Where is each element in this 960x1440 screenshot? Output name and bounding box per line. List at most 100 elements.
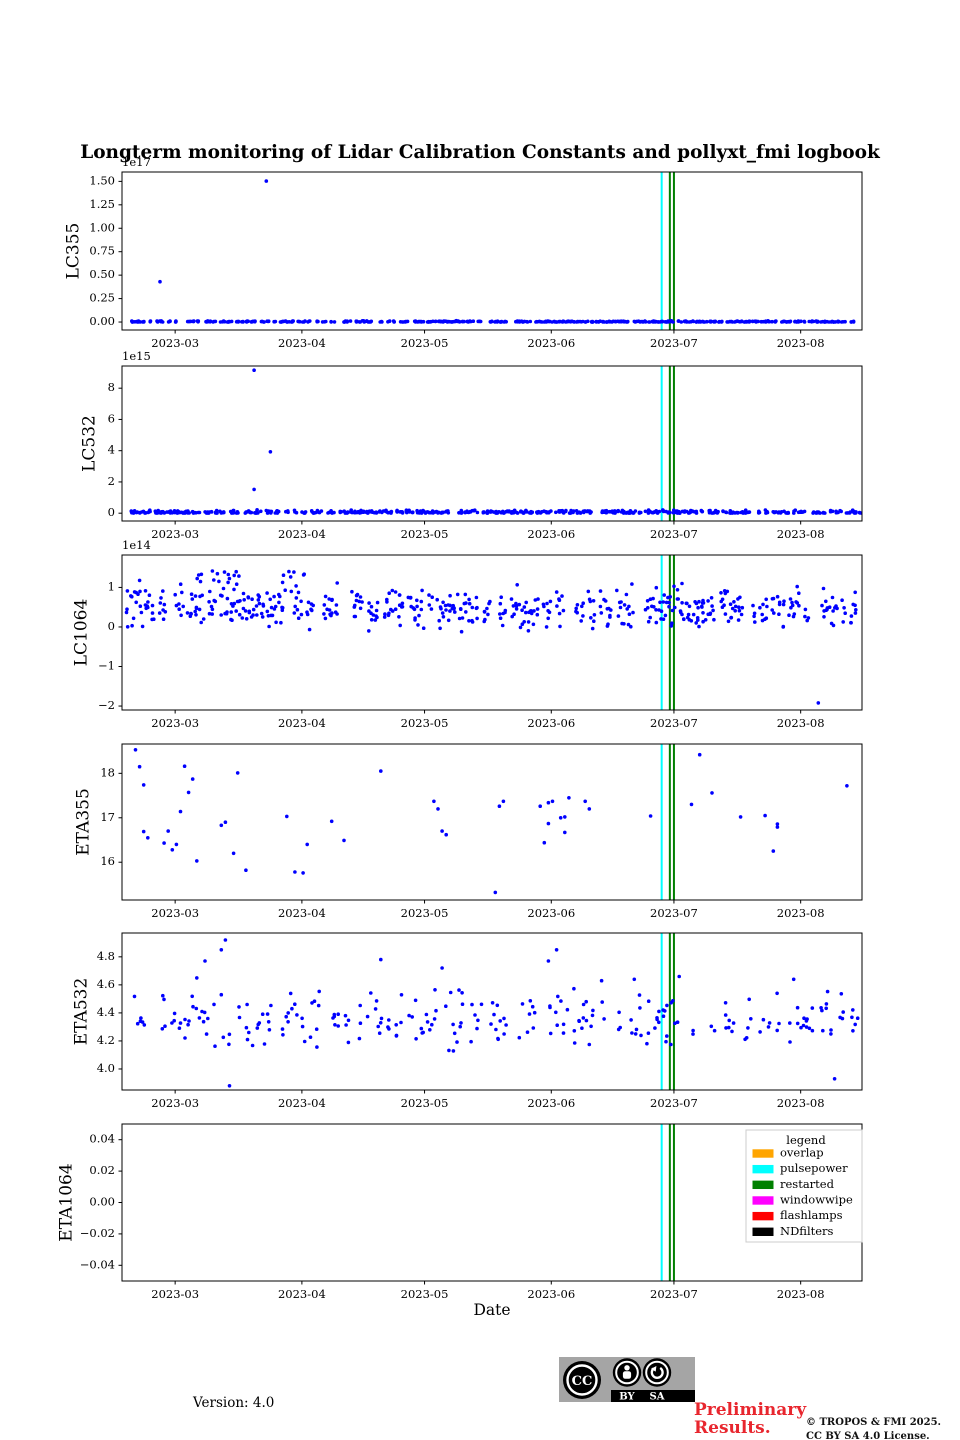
x-axis-label: Date: [473, 1301, 511, 1319]
legend-label-NDfilters: NDfilters: [780, 1224, 834, 1238]
legend-label-restarted: restarted: [780, 1177, 835, 1191]
svg-text:1: 1: [108, 579, 115, 593]
cc-by-sa-badge: CC BY SA: [559, 1357, 695, 1402]
svg-text:2023-07: 2023-07: [650, 906, 698, 920]
svg-text:17: 17: [100, 810, 115, 824]
event-lines-LC532: [660, 366, 675, 521]
svg-text:2023-05: 2023-05: [401, 1287, 449, 1301]
cc-badge-label-bar: [611, 1390, 695, 1402]
svg-text:0.00: 0.00: [89, 314, 115, 328]
scatter-LC1064: [124, 569, 858, 705]
svg-text:2023-07: 2023-07: [650, 1096, 698, 1110]
copyright-line2: CC BY SA 4.0 License.: [806, 1431, 930, 1440]
svg-text:2023-04: 2023-04: [278, 1287, 326, 1301]
cc-sa-label: SA: [650, 1392, 665, 1402]
cc-icon: CC: [563, 1361, 601, 1399]
svg-text:2023-07: 2023-07: [650, 1287, 698, 1301]
svg-text:2023-07: 2023-07: [650, 336, 698, 350]
svg-text:2023-03: 2023-03: [151, 1096, 199, 1110]
legend-swatch-overlap: [752, 1149, 774, 1158]
x-axis-ETA532: 2023-03 2023-04 2023-05 2023-06 2023-07 2023-…: [151, 1090, 825, 1110]
x-axis-ETA1064: 2023-03 2023-04 2023-05 2023-06 2023-07 2023-…: [151, 1281, 825, 1301]
svg-text:2023-04: 2023-04: [278, 336, 326, 350]
svg-text:18: 18: [100, 765, 115, 779]
svg-text:0.02: 0.02: [89, 1163, 115, 1177]
svg-text:6: 6: [108, 411, 115, 425]
scatter-ETA532: [132, 938, 860, 1088]
panel-LC532: 0 2 4 6 8 2023-03 2023-04 2023-05 2023-06 2023-07…: [80, 349, 863, 541]
svg-text:2023-08: 2023-08: [777, 527, 825, 541]
scatter-LC355: [130, 179, 856, 324]
y-label-LC1064: LC1064: [72, 599, 92, 667]
offset-label-LC532: 1e15: [122, 349, 151, 363]
copyright-line1: © TROPOS & FMI 2025.: [806, 1417, 942, 1428]
y-axis-LC355: 0.00 0.25 0.50 0.75 1.00 1.25 1.50: [89, 173, 122, 328]
svg-text:2023-03: 2023-03: [151, 906, 199, 920]
legend-label-pulsepower: pulsepower: [780, 1161, 848, 1175]
svg-text:0.50: 0.50: [89, 267, 115, 281]
svg-text:1.50: 1.50: [89, 173, 115, 187]
svg-text:4.6: 4.6: [97, 977, 115, 991]
offset-label-LC1064: 1e14: [122, 538, 151, 552]
svg-text:2023-03: 2023-03: [151, 336, 199, 350]
cc-by-label: BY: [619, 1392, 635, 1402]
svg-text:2023-04: 2023-04: [278, 716, 326, 730]
event-lines-ETA355: [660, 744, 675, 900]
svg-text:2023-06: 2023-06: [527, 336, 575, 350]
svg-text:0.04: 0.04: [89, 1132, 115, 1146]
svg-text:2023-03: 2023-03: [151, 716, 199, 730]
svg-text:0: 0: [108, 505, 115, 519]
offset-label-LC355: 1e17: [122, 155, 151, 169]
chart-title: Longterm monitoring of Lidar Calibration…: [80, 142, 880, 163]
svg-text:2023-03: 2023-03: [151, 527, 199, 541]
svg-text:2023-08: 2023-08: [777, 336, 825, 350]
legend-swatch-NDfilters: [752, 1227, 774, 1236]
svg-text:0.75: 0.75: [89, 244, 115, 258]
y-label-ETA532: ETA532: [72, 978, 92, 1046]
svg-text:1.25: 1.25: [89, 197, 115, 211]
legend-swatch-pulsepower: [752, 1164, 774, 1174]
svg-text:8: 8: [108, 380, 115, 394]
y-axis-ETA1064: −0.04 −0.02 0.00 0.02 0.04: [80, 1132, 122, 1271]
legend-swatch-flashlamps: [752, 1211, 774, 1221]
svg-text:4.2: 4.2: [97, 1033, 115, 1047]
legend-label-overlap: overlap: [780, 1146, 824, 1160]
svg-text:2023-03: 2023-03: [151, 1287, 199, 1301]
legend-title: legend: [786, 1133, 826, 1147]
cc-by-person-icon: [612, 1358, 642, 1387]
legend-label-flashlamps: flashlamps: [780, 1208, 843, 1222]
x-axis-LC1064: 2023-03 2023-04 2023-05 2023-06 2023-07 2023-…: [151, 710, 825, 730]
svg-text:2023-07: 2023-07: [650, 527, 698, 541]
y-axis-LC532: 0 2 4 6 8: [108, 380, 122, 519]
cc-sa-arrow-icon: [642, 1358, 672, 1387]
svg-text:2023-08: 2023-08: [777, 1096, 825, 1110]
svg-text:4: 4: [108, 443, 115, 457]
preliminary-results-note: Preliminary Results.: [694, 1400, 807, 1439]
svg-text:2023-04: 2023-04: [278, 1096, 326, 1110]
svg-text:2023-06: 2023-06: [527, 1096, 575, 1110]
svg-text:4.0: 4.0: [97, 1061, 115, 1075]
legend-label-windowwipe: windowwipe: [780, 1192, 853, 1206]
scatter-ETA355: [133, 748, 849, 895]
svg-text:4.4: 4.4: [97, 1005, 115, 1019]
legend-swatch-restarted: [752, 1180, 774, 1190]
version-text: Version: 4.0: [193, 1395, 275, 1411]
y-axis-ETA532: 4.0 4.2 4.4 4.6 4.8: [97, 949, 122, 1075]
y-label-LC355: LC355: [64, 223, 84, 280]
event-lines-ETA532: [660, 933, 675, 1090]
y-axis-ETA355: 16 17 18: [100, 765, 122, 868]
svg-text:2023-08: 2023-08: [777, 906, 825, 920]
svg-text:2023-04: 2023-04: [278, 906, 326, 920]
svg-text:2023-06: 2023-06: [527, 1287, 575, 1301]
event-lines-ETA1064: [660, 1124, 675, 1281]
svg-text:16: 16: [100, 854, 115, 868]
svg-text:2023-08: 2023-08: [777, 1287, 825, 1301]
x-axis-LC355: 2023-03 2023-04 2023-05 2023-06 2023-07 2023-…: [151, 330, 825, 350]
svg-text:0.25: 0.25: [89, 291, 115, 305]
